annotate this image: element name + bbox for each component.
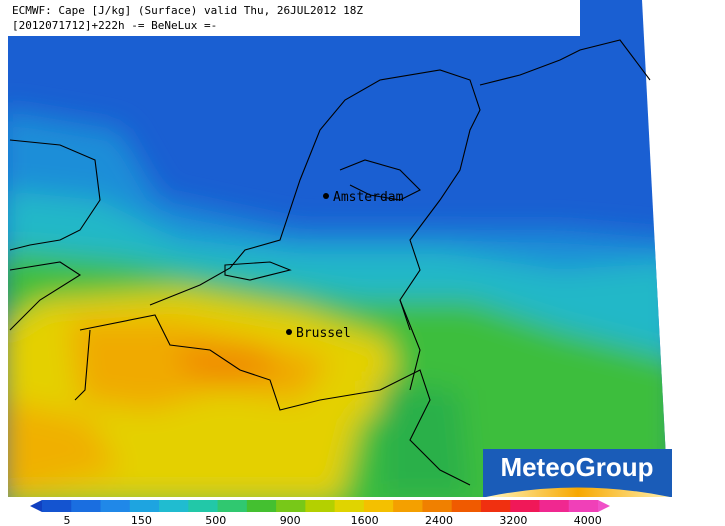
colorbar-label: 4000 bbox=[574, 514, 602, 526]
colorbar-segment bbox=[276, 500, 306, 512]
colorbar-label: 3200 bbox=[499, 514, 527, 526]
colorbar-segment bbox=[71, 500, 102, 512]
colorbar-segment bbox=[451, 500, 482, 512]
colorbar-segment bbox=[422, 500, 453, 512]
colorbar-label: 2400 bbox=[425, 514, 453, 526]
header-title: ECMWF: Cape [J/kg] (Surface) valid Thu, … bbox=[12, 4, 363, 17]
city-dot bbox=[286, 329, 292, 335]
colorbar-arrow bbox=[598, 500, 610, 512]
colorbar: 5 150 500 900 1600 2400 3200 4000 bbox=[30, 500, 610, 526]
coastlines bbox=[9, 39, 651, 486]
colorbar-segment bbox=[539, 500, 570, 512]
colorbar-segment bbox=[217, 500, 248, 512]
colorbar-segment bbox=[100, 500, 131, 512]
city-label: Amsterdam bbox=[333, 190, 404, 205]
colorbar-label: 500 bbox=[205, 514, 226, 526]
colorbar-segment bbox=[305, 500, 336, 512]
logo-text: MeteoGroup bbox=[500, 452, 653, 482]
colorbar-segment bbox=[188, 500, 219, 512]
colorbar-segment bbox=[480, 500, 511, 512]
colorbar-segment bbox=[363, 500, 394, 512]
colorbar-label: 5 bbox=[64, 514, 71, 526]
city-dot bbox=[323, 193, 329, 199]
colorbar-segment bbox=[334, 500, 365, 512]
logo: MeteoGroup bbox=[483, 449, 672, 497]
colorbar-arrow bbox=[30, 500, 42, 512]
city-label: Brussel bbox=[296, 326, 351, 341]
colorbar-segment bbox=[129, 500, 160, 512]
colorbar-label: 150 bbox=[131, 514, 152, 526]
colorbar-segment bbox=[510, 500, 540, 512]
colorbar-segment bbox=[393, 500, 423, 512]
header-box bbox=[8, 0, 580, 36]
colorbar-segment bbox=[159, 500, 189, 512]
colorbar-segment bbox=[42, 500, 72, 512]
colorbar-label: 900 bbox=[280, 514, 301, 526]
colorbar-label: 1600 bbox=[351, 514, 379, 526]
colorbar-segment bbox=[246, 500, 277, 512]
header-subtitle: [2012071712]+222h -= BeNeLux =- bbox=[12, 19, 217, 32]
colorbar-segment bbox=[568, 500, 599, 512]
